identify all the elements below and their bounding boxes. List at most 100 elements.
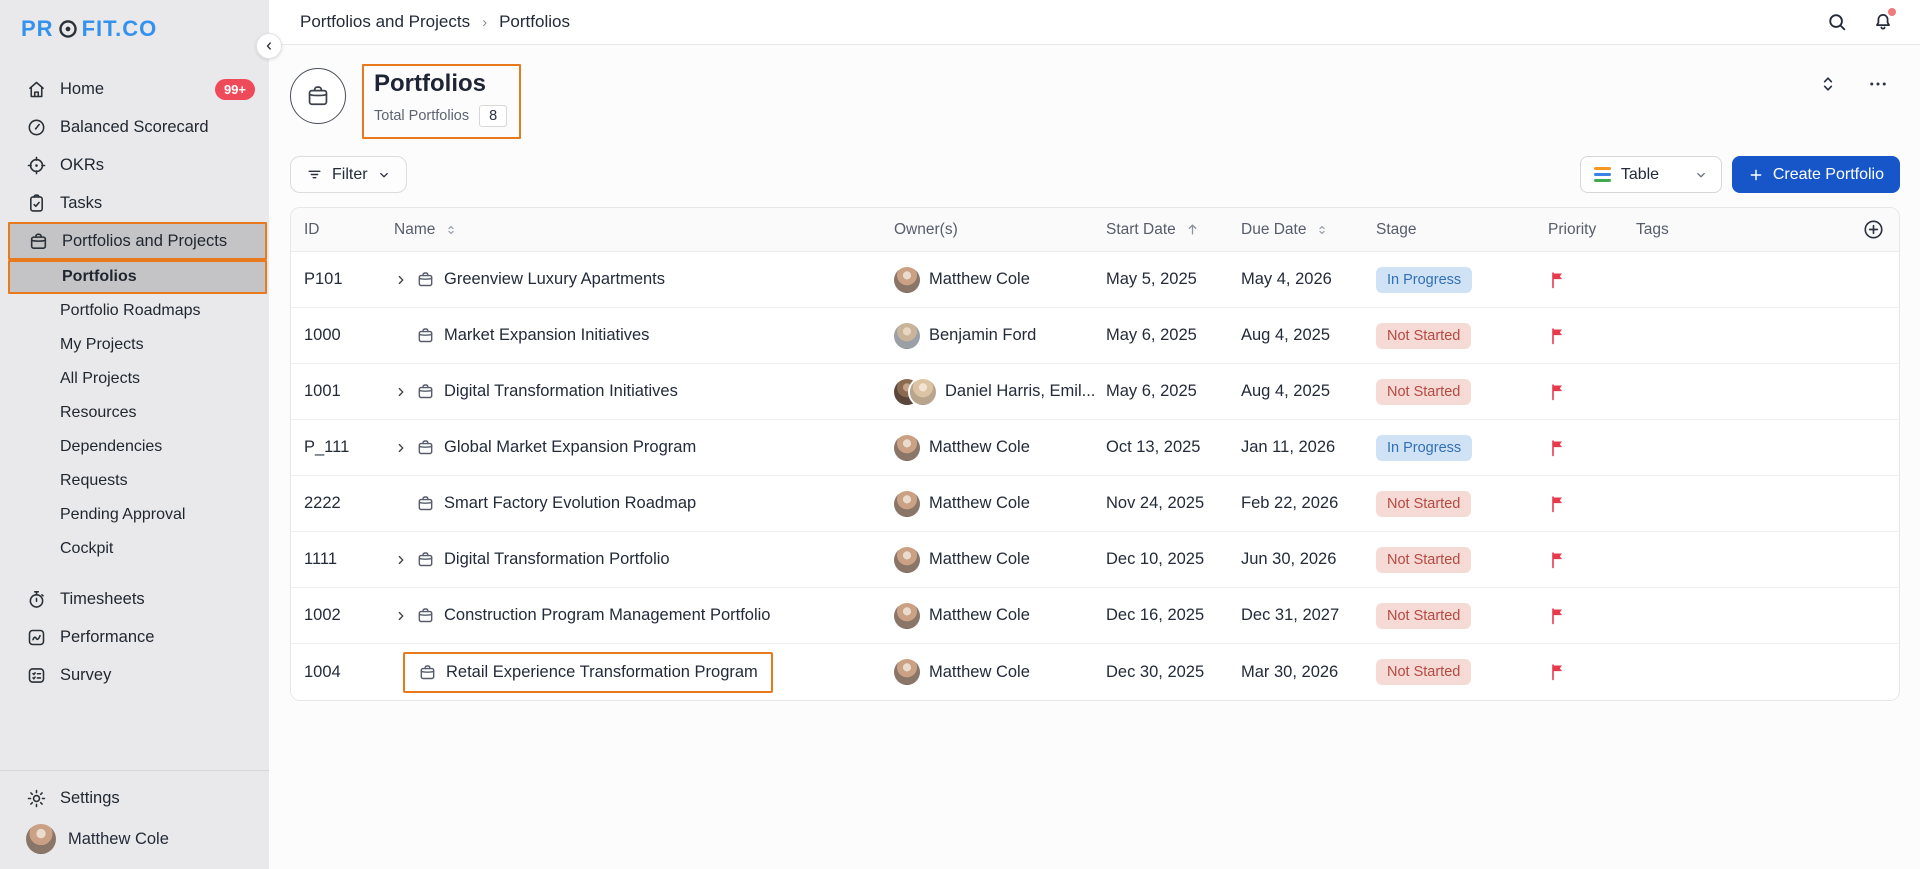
sort-icon[interactable] xyxy=(444,223,458,237)
briefcase-icon xyxy=(416,270,435,289)
table-row[interactable]: 1111 Digital Transformation Portfolio Ma… xyxy=(291,532,1899,588)
sidebar-subitem-portfolio-roadmaps[interactable]: Portfolio Roadmaps xyxy=(0,294,269,328)
sidebar-subitem-cockpit[interactable]: Cockpit xyxy=(0,532,269,566)
sidebar-item-tasks[interactable]: Tasks xyxy=(0,184,269,222)
portfolio-name[interactable]: Global Market Expansion Program xyxy=(444,438,697,456)
portfolio-name-group[interactable]: Greenview Luxury Apartments xyxy=(416,270,665,289)
portfolio-name-group[interactable]: Construction Program Management Portfoli… xyxy=(416,606,771,625)
portfolio-name[interactable]: Greenview Luxury Apartments xyxy=(444,270,666,288)
portfolio-name[interactable]: Digital Transformation Portfolio xyxy=(444,550,670,568)
sidebar-subitem-all-projects[interactable]: All Projects xyxy=(0,362,269,396)
sidebar-item-label: Survey xyxy=(60,665,112,684)
table-row[interactable]: 1000 Market Expansion Initiatives Benjam… xyxy=(291,308,1899,364)
sidebar-item-performance[interactable]: Performance xyxy=(0,618,269,656)
filter-button[interactable]: Filter xyxy=(290,156,407,193)
sidebar-item-balanced-scorecard[interactable]: Balanced Scorecard xyxy=(0,108,269,146)
owner-cell: Matthew Cole xyxy=(894,659,1106,685)
portfolio-name[interactable]: Smart Factory Evolution Roadmap xyxy=(444,494,697,512)
owner-name: Matthew Cole xyxy=(929,438,1030,456)
priority-cell xyxy=(1548,438,1636,458)
breadcrumb-portfolios-and-projects[interactable]: Portfolios and Projects xyxy=(300,12,471,31)
start-date: Nov 24, 2025 xyxy=(1106,494,1205,512)
sidebar-subitem-dependencies[interactable]: Dependencies xyxy=(0,430,269,464)
portfolio-name-cell: Greenview Luxury Apartments xyxy=(394,270,894,289)
expand-chevron-icon[interactable] xyxy=(394,441,416,455)
table-body: P101 Greenview Luxury Apartments Matthew… xyxy=(291,252,1899,700)
sidebar-collapse-button[interactable] xyxy=(256,33,282,59)
portfolio-name-group[interactable]: Digital Transformation Portfolio xyxy=(416,550,670,569)
sidebar-user-menu[interactable]: Matthew Cole xyxy=(0,817,269,861)
column-header-name[interactable]: Name xyxy=(394,221,894,239)
sidebar-item-home[interactable]: Home 99+ xyxy=(0,70,269,108)
sidebar-subitem-label: Cockpit xyxy=(60,540,114,557)
expand-chevron-icon[interactable] xyxy=(394,497,416,511)
portfolio-name-group[interactable]: Global Market Expansion Program xyxy=(416,438,696,457)
sort-ascending-arrow-icon[interactable] xyxy=(1185,222,1200,237)
priority-flag-icon xyxy=(1548,606,1568,626)
home-notification-badge: 99+ xyxy=(214,78,255,100)
table-row[interactable]: 1001 Digital Transformation Initiatives … xyxy=(291,364,1899,420)
owner-avatar xyxy=(894,322,920,349)
stage-badge: Not Started xyxy=(1376,378,1472,405)
sidebar-item-portfolios-and-projects[interactable]: Portfolios and Projects xyxy=(8,222,267,260)
expand-chevron-icon[interactable] xyxy=(394,385,416,399)
sidebar-item-okrs[interactable]: OKRs xyxy=(0,146,269,184)
portfolio-name-group[interactable]: Digital Transformation Initiatives xyxy=(416,382,678,401)
sidebar-item-timesheets[interactable]: Timesheets xyxy=(0,580,269,618)
priority-flag-icon xyxy=(1548,270,1568,290)
sidebar-subitem-label: Portfolios xyxy=(62,268,137,285)
bell-icon[interactable] xyxy=(1872,8,1896,33)
expand-chevron-icon[interactable] xyxy=(394,553,416,567)
stage-cell: In Progress xyxy=(1376,434,1548,461)
portfolio-id: 1111 xyxy=(304,550,338,568)
briefcase-icon xyxy=(416,494,435,513)
sidebar-subitem-resources[interactable]: Resources xyxy=(0,396,269,430)
table-row[interactable]: 1004 Retail Experience Transformation Pr… xyxy=(291,644,1899,700)
sidebar-subitem-requests[interactable]: Requests xyxy=(0,464,269,498)
due-date: Aug 4, 2025 xyxy=(1241,382,1330,400)
portfolio-name-cell: Smart Factory Evolution Roadmap xyxy=(394,494,894,513)
create-portfolio-button[interactable]: Create Portfolio xyxy=(1731,156,1900,193)
portfolio-name-group[interactable]: Market Expansion Initiatives xyxy=(416,326,649,345)
table-row[interactable]: 2222 Smart Factory Evolution Roadmap Mat… xyxy=(291,476,1899,532)
portfolio-name[interactable]: Market Expansion Initiatives xyxy=(444,326,650,344)
portfolio-name-group[interactable]: Retail Experience Transformation Program xyxy=(403,651,773,693)
portfolio-entity-circle xyxy=(290,68,346,124)
view-mode-select[interactable]: Table xyxy=(1579,156,1722,193)
sidebar-item-settings[interactable]: Settings xyxy=(0,779,269,817)
portfolio-id: 2222 xyxy=(304,494,341,512)
sidebar-subitem-my-projects[interactable]: My Projects xyxy=(0,328,269,362)
portfolio-name[interactable]: Retail Experience Transformation Program xyxy=(446,662,758,681)
table-row[interactable]: 1002 Construction Program Management Por… xyxy=(291,588,1899,644)
profit-co-logo[interactable]: PR FIT.CO xyxy=(0,0,269,48)
breadcrumb-portfolios[interactable]: Portfolios xyxy=(499,12,570,31)
expand-chevron-icon[interactable] xyxy=(394,273,416,287)
table-row[interactable]: P101 Greenview Luxury Apartments Matthew… xyxy=(291,252,1899,308)
expand-collapse-icon[interactable] xyxy=(1818,74,1838,94)
expand-chevron-icon[interactable] xyxy=(394,609,416,623)
sidebar-item-survey[interactable]: Survey xyxy=(0,656,269,694)
column-header-due-date[interactable]: Due Date xyxy=(1241,221,1376,239)
owner-avatars xyxy=(894,378,936,405)
sidebar-subitem-pending-approval[interactable]: Pending Approval xyxy=(0,498,269,532)
sidebar-subitem-portfolios[interactable]: Portfolios xyxy=(8,260,267,294)
stage-badge: Not Started xyxy=(1376,602,1472,629)
owner-cell: Matthew Cole xyxy=(894,602,1106,629)
portfolio-name[interactable]: Digital Transformation Initiatives xyxy=(444,382,678,400)
portfolio-name-group[interactable]: Smart Factory Evolution Roadmap xyxy=(416,494,696,513)
stage-badge: In Progress xyxy=(1376,266,1473,293)
sort-icon[interactable] xyxy=(1315,223,1329,237)
priority-flag-icon xyxy=(1548,494,1568,514)
add-column-icon[interactable] xyxy=(1862,218,1885,241)
start-date: Dec 16, 2025 xyxy=(1106,606,1205,624)
owner-name: Matthew Cole xyxy=(929,662,1030,681)
expand-chevron-icon[interactable] xyxy=(394,329,416,343)
search-icon[interactable] xyxy=(1826,11,1848,33)
table-row[interactable]: P_111 Global Market Expansion Program Ma… xyxy=(291,420,1899,476)
more-options-icon[interactable] xyxy=(1868,74,1888,94)
column-header-start-date[interactable]: Start Date xyxy=(1106,221,1241,239)
priority-cell xyxy=(1548,662,1636,682)
portfolio-name[interactable]: Construction Program Management Portfoli… xyxy=(444,606,771,624)
portfolio-name-cell: Market Expansion Initiatives xyxy=(394,326,894,345)
total-portfolios-count: 8 xyxy=(479,105,508,127)
